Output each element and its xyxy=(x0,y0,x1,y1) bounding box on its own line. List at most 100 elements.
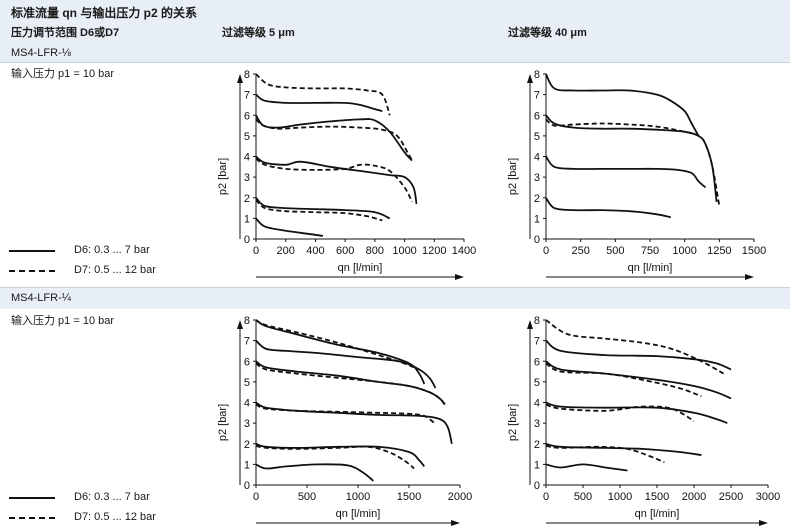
y-tick-label: 1 xyxy=(534,213,540,225)
section-2-model: MS4-LFR-¼ xyxy=(11,292,71,304)
y-axis-title: p2 [bar] xyxy=(217,158,229,195)
series-line-9-solid xyxy=(545,463,628,472)
x-tick-label: 0 xyxy=(253,491,259,503)
y-axis-title: p2 [bar] xyxy=(507,158,519,195)
pressure-range-label: 压力调节范围 D6或D7 xyxy=(11,27,120,39)
y-tick-label: 8 xyxy=(534,69,540,81)
y-tick-label: 6 xyxy=(244,110,250,122)
series-line-4-solid xyxy=(545,155,707,189)
chart-ms4-lfr-18-5um: 0 1 2 3 4 5 6 7 8 0 200 400 600 800 1000 1200 1400 qn [l/… xyxy=(217,69,476,280)
y-tick-label: 5 xyxy=(244,131,250,143)
y-tick-label: 1 xyxy=(244,459,250,471)
y-tick-label: 4 xyxy=(534,152,540,164)
series-line-2-solid xyxy=(545,114,718,203)
x-tick-label: 1200 xyxy=(422,245,446,257)
series-line-8-dashed xyxy=(255,199,383,222)
x-tick-label: 3000 xyxy=(756,491,780,503)
y-tick-label: 2 xyxy=(534,193,540,205)
series-line-8-dashed xyxy=(545,444,665,464)
x-tick-label: 0 xyxy=(543,491,549,503)
y-tick-label: 8 xyxy=(244,315,250,327)
y-tick-label: 6 xyxy=(534,356,540,368)
series-line-7-dashed xyxy=(255,403,436,424)
series-line-7-solid xyxy=(545,442,702,456)
x-axis-arrowhead xyxy=(759,520,768,526)
x-tick-label: 1000 xyxy=(672,245,696,257)
series-line-1-dashed xyxy=(255,73,391,116)
series-line-2-solid xyxy=(545,339,732,371)
y-tick-label: 2 xyxy=(244,193,250,205)
y-tick-label: 1 xyxy=(534,459,540,471)
series-line-5-dashed xyxy=(255,362,448,408)
y-tick-label: 0 xyxy=(534,234,540,246)
series-line-10-solid xyxy=(255,463,374,482)
y-tick-label: 5 xyxy=(534,131,540,143)
series-line-4-dashed xyxy=(255,118,413,162)
series-line-6-dashed xyxy=(545,403,695,422)
section-2-legend-dashed-line xyxy=(9,517,55,519)
y-tick-label: 2 xyxy=(534,439,540,451)
y-tick-label: 0 xyxy=(244,234,250,246)
series-line-1-dashed xyxy=(545,319,725,375)
y-axis-title: p2 [bar] xyxy=(217,404,229,441)
y-tick-label: 7 xyxy=(244,90,250,102)
y-tick-label: 3 xyxy=(244,418,250,430)
series-line-5-solid xyxy=(255,155,418,205)
x-tick-label: 1500 xyxy=(742,245,766,257)
series-line-3-solid xyxy=(255,114,413,162)
x-tick-label: 2000 xyxy=(448,491,472,503)
chart-ms4-lfr-14-40um: 0 1 2 3 4 5 6 7 8 0 500 1000 1500 2000 2500 3000 qn [l/m… xyxy=(507,315,780,526)
x-tick-label: 500 xyxy=(574,491,592,503)
section-1-legend-solid-label: D6: 0.3 ... 7 bar xyxy=(74,244,150,256)
x-axis-title: qn [l/min] xyxy=(336,508,381,520)
y-axis-arrowhead xyxy=(237,74,243,83)
x-axis-arrowhead xyxy=(745,274,754,280)
series-line-1-solid xyxy=(545,73,700,137)
series-line-6-dashed xyxy=(255,157,413,203)
y-tick-label: 4 xyxy=(244,152,250,164)
x-tick-label: 750 xyxy=(641,245,659,257)
y-tick-label: 3 xyxy=(534,172,540,184)
x-tick-label: 1000 xyxy=(608,491,632,503)
x-tick-label: 500 xyxy=(606,245,624,257)
y-axis-arrowhead xyxy=(527,320,533,329)
x-tick-label: 400 xyxy=(306,245,324,257)
y-tick-label: 4 xyxy=(534,398,540,410)
section-1-legend-dashed-line xyxy=(9,270,55,272)
y-tick-label: 1 xyxy=(244,213,250,225)
x-axis-title: qn [l/min] xyxy=(338,262,383,274)
x-tick-label: 250 xyxy=(571,245,589,257)
series-line-2-solid xyxy=(255,93,383,112)
y-tick-label: 0 xyxy=(244,480,250,492)
y-tick-label: 7 xyxy=(534,336,540,348)
y-tick-label: 6 xyxy=(244,356,250,368)
section-1-legend-dashed-label: D7: 0.5 ... 12 bar xyxy=(74,264,156,276)
series-line-3-solid xyxy=(255,339,437,389)
filter-40um-header: 过滤等级 40 μm xyxy=(508,27,587,39)
series-line-7-solid xyxy=(255,197,391,220)
y-axis-title: p2 [bar] xyxy=(507,404,519,441)
page-title: 标准流量 qn 与输出压力 p2 的关系 xyxy=(11,6,198,20)
section-2-legend-dashed-label: D7: 0.5 ... 12 bar xyxy=(74,511,156,523)
x-tick-label: 0 xyxy=(253,245,259,257)
x-tick-label: 2500 xyxy=(719,491,743,503)
section-1-input-pressure: 输入压力 p1 = 10 bar xyxy=(11,68,115,80)
section-2-input-pressure: 输入压力 p1 = 10 bar xyxy=(11,315,115,327)
y-tick-label: 5 xyxy=(534,377,540,389)
y-tick-label: 2 xyxy=(244,439,250,451)
chart-ms4-lfr-18-40um: 0 1 2 3 4 5 6 7 8 0 250 500 750 1000 1250 1500 qn [l/min… xyxy=(507,69,766,280)
series-line-3-solid xyxy=(545,360,732,400)
x-axis-title: qn [l/min] xyxy=(635,508,680,520)
y-tick-label: 8 xyxy=(534,315,540,327)
section-divider xyxy=(0,287,790,288)
header-divider xyxy=(0,62,790,63)
x-tick-label: 1000 xyxy=(392,245,416,257)
y-tick-label: 3 xyxy=(244,172,250,184)
y-tick-label: 8 xyxy=(244,69,250,81)
x-tick-label: 1500 xyxy=(397,491,421,503)
series-line-8-solid xyxy=(255,442,425,468)
series-line-9-solid xyxy=(255,217,324,237)
series-line-5-solid xyxy=(545,401,728,424)
section-1-legend-solid-line xyxy=(9,250,55,252)
x-tick-label: 1250 xyxy=(707,245,731,257)
